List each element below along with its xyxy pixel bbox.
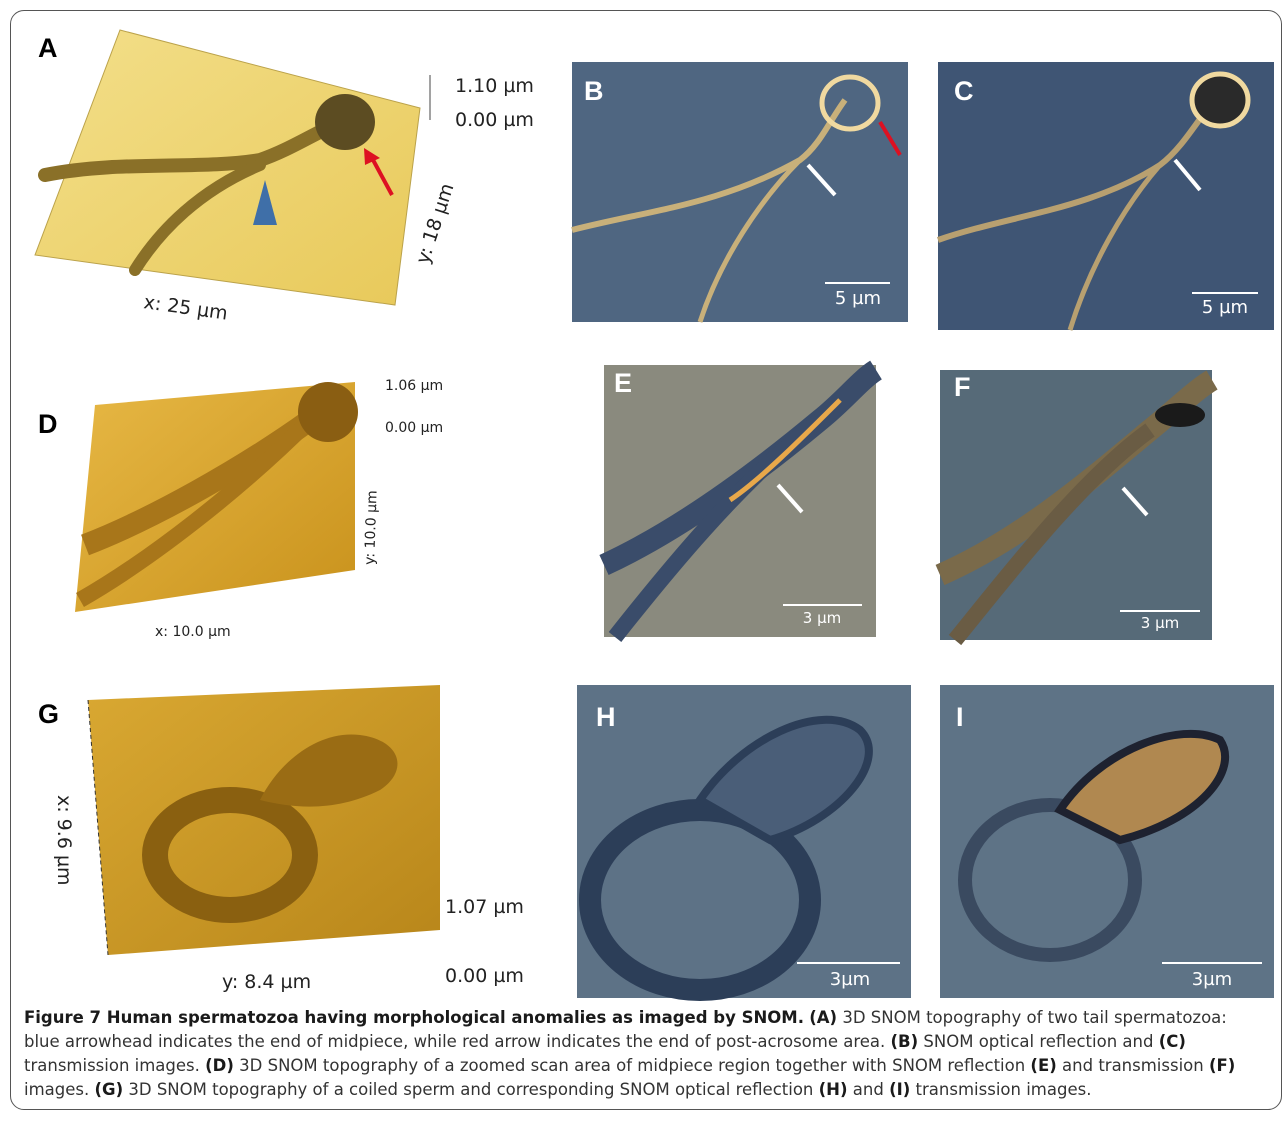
scale-label: 3µm bbox=[1192, 969, 1232, 990]
caption-text: 3D SNOM topography of a coiled sperm and… bbox=[123, 1080, 819, 1099]
panel-f: F 3 µm bbox=[940, 370, 1212, 640]
panel-d: D 1.06 µm 0.00 µm y: 10.0 µm x: 10.0 µm bbox=[38, 378, 443, 640]
caption-text: SNOM optical reflection and bbox=[918, 1032, 1159, 1051]
caption-text: 3D SNOM topography of a zoomed scan area… bbox=[234, 1056, 1031, 1075]
z-axis-label: 0.00 µm bbox=[385, 420, 443, 436]
panel-label: G bbox=[38, 699, 59, 729]
panel-label: C bbox=[954, 76, 974, 106]
scale-label: 3µm bbox=[830, 969, 870, 990]
caption-panel-ref: (C) bbox=[1159, 1032, 1186, 1051]
sperm-head bbox=[315, 94, 375, 150]
figure: A 1.10 µm 0.00 µm y: 18 µm x: 25 µm B 5 … bbox=[0, 0, 1285, 1005]
panel-i: I 3µm bbox=[940, 685, 1274, 998]
panel-label: H bbox=[596, 702, 616, 732]
caption-panel-ref: (I) bbox=[889, 1080, 910, 1099]
sperm-head bbox=[1192, 74, 1248, 126]
z-axis-label: 0.00 µm bbox=[445, 965, 524, 987]
panel-label: B bbox=[584, 76, 604, 106]
caption: Figure 7 Human spermatozoa having morpho… bbox=[24, 1006, 1264, 1102]
caption-text: transmission images. bbox=[24, 1056, 205, 1075]
caption-text: and bbox=[848, 1080, 890, 1099]
z-axis-label: 1.07 µm bbox=[445, 896, 524, 918]
panel-label: E bbox=[614, 368, 632, 398]
scale-label: 5 µm bbox=[835, 288, 881, 309]
x-axis-label: x: 10.0 µm bbox=[155, 624, 231, 640]
caption-text: images. bbox=[24, 1080, 94, 1099]
image bbox=[940, 685, 1274, 998]
z-axis-label: 0.00 µm bbox=[455, 109, 534, 131]
caption-text: transmission images. bbox=[910, 1080, 1091, 1099]
panel-c: C 5 µm bbox=[938, 62, 1274, 330]
panel-b: B 5 µm bbox=[572, 62, 908, 322]
caption-panel-ref: (D) bbox=[205, 1056, 234, 1075]
caption-panel-ref: (E) bbox=[1030, 1056, 1056, 1075]
caption-title: Figure 7 Human spermatozoa having morpho… bbox=[24, 1008, 804, 1027]
scale-label: 3 µm bbox=[1141, 614, 1179, 632]
caption-panel-ref: (G) bbox=[94, 1080, 123, 1099]
panel-a: A 1.10 µm 0.00 µm y: 18 µm x: 25 µm bbox=[35, 30, 534, 325]
panel-g: G x: 9.6 µm 1.07 µm 0.00 µm y: 8.4 µm bbox=[38, 685, 524, 993]
z-axis-label: 1.06 µm bbox=[385, 378, 443, 394]
scale-label: 5 µm bbox=[1202, 297, 1248, 318]
panel-h: H 3µm bbox=[577, 685, 911, 998]
caption-panel-ref: (F) bbox=[1209, 1056, 1235, 1075]
y-axis-label: y: 8.4 µm bbox=[222, 971, 311, 993]
scale-label: 3 µm bbox=[803, 609, 841, 627]
x-axis-label: x: 25 µm bbox=[142, 291, 229, 325]
y-axis-label: y: 10.0 µm bbox=[362, 490, 381, 565]
dark-region bbox=[1155, 403, 1205, 427]
panel-label: A bbox=[38, 33, 58, 63]
caption-panel-ref: (A) bbox=[809, 1008, 837, 1027]
panel-label: I bbox=[956, 702, 964, 732]
y-axis-label: y: 18 µm bbox=[412, 181, 459, 267]
caption-panel-ref: (H) bbox=[819, 1080, 848, 1099]
sperm-head bbox=[298, 382, 358, 442]
caption-panel-ref: (B) bbox=[891, 1032, 919, 1051]
caption-text: and transmission bbox=[1057, 1056, 1209, 1075]
panel-e: E 3 µm bbox=[604, 365, 876, 637]
x-axis-label: x: 9.6 µm bbox=[53, 795, 75, 886]
panel-label: F bbox=[954, 372, 971, 402]
z-axis-label: 1.10 µm bbox=[455, 75, 534, 97]
panel-label: D bbox=[38, 409, 58, 439]
